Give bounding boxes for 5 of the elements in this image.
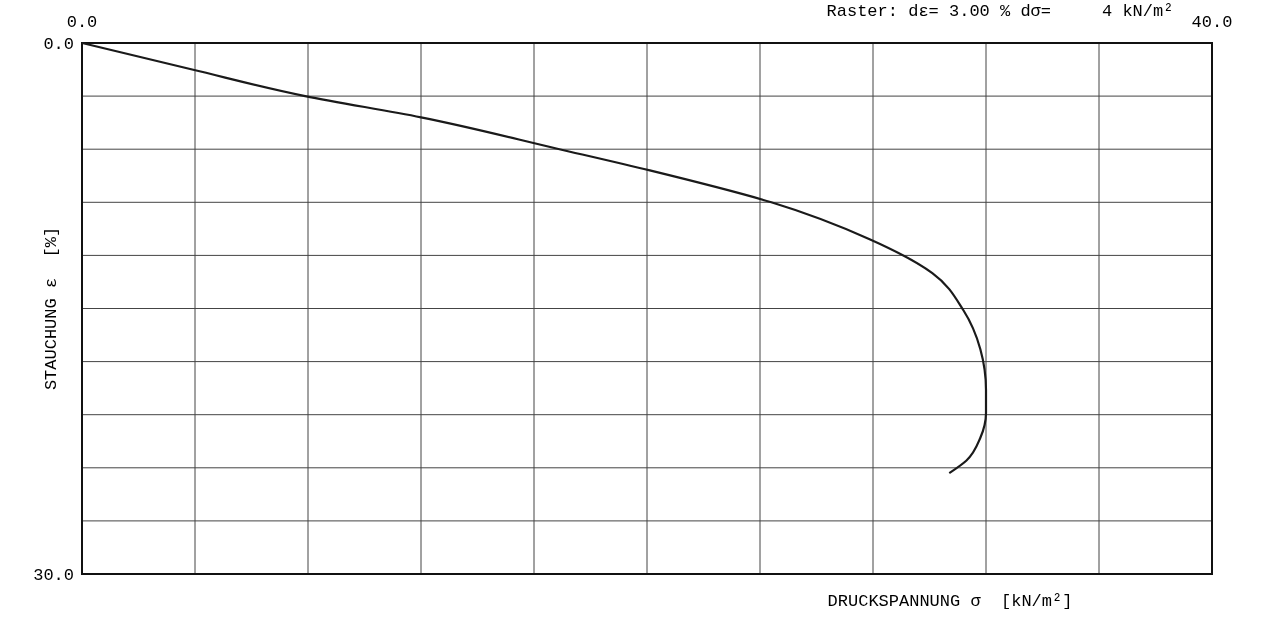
y-axis-title: STAUCHUNG ε [%] [42, 226, 61, 391]
y-tick-label: 30.0 [33, 566, 74, 585]
x-tick-label: 40.0 [1191, 13, 1233, 32]
x-axis-title: DRUCKSPANNUNG σ [kN/m²] [827, 592, 1073, 611]
chart-title: Raster: dε= 3.00 % dσ= 4 kN/m² [826, 2, 1174, 21]
